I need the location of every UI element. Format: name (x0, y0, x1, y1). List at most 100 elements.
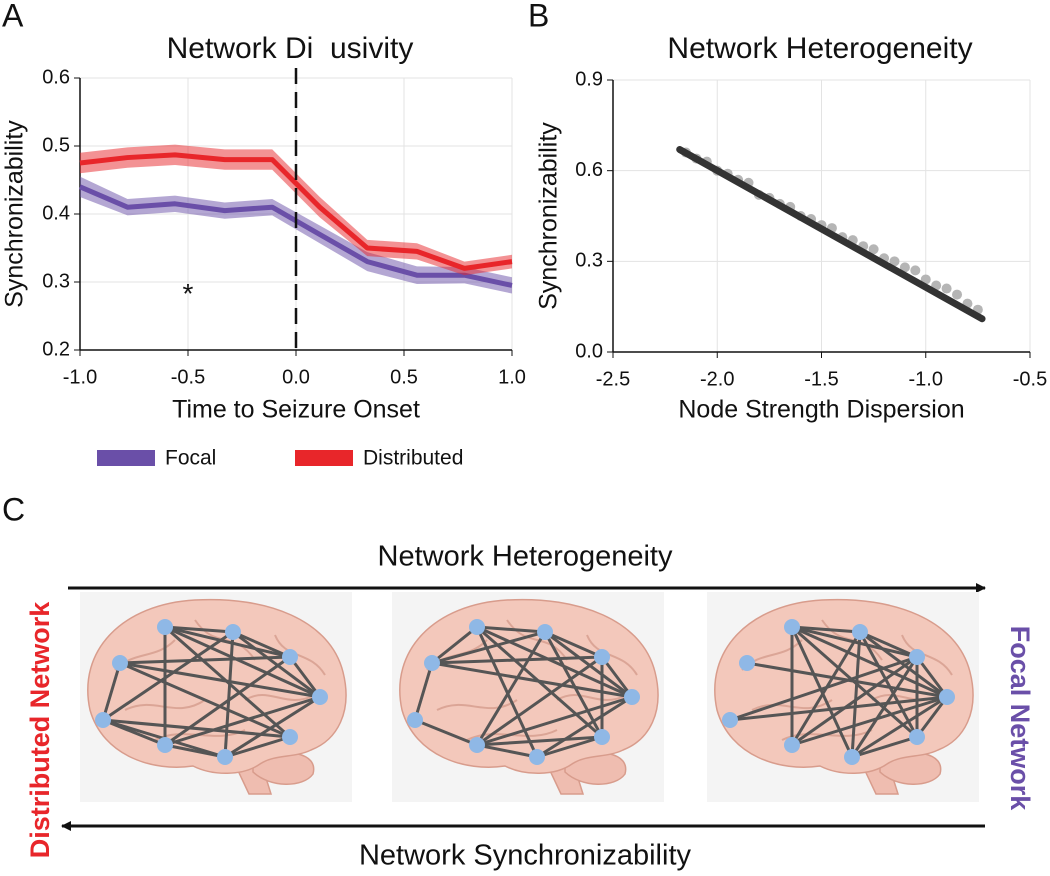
network-node (157, 619, 173, 635)
network-edge (790, 626, 854, 758)
network-edge (101, 662, 122, 721)
legend-swatch (97, 450, 155, 466)
x-tick-label: -0.5 (1013, 368, 1047, 390)
network-edge (850, 656, 919, 758)
x-tick-label: -2.0 (700, 368, 734, 390)
x-tick-label: -1.5 (804, 368, 838, 390)
network-edge (119, 661, 291, 739)
network-edge (475, 631, 547, 746)
gyrus (556, 694, 628, 701)
network-node (529, 749, 545, 765)
gyrus (901, 634, 953, 676)
y-tick-label: 0.5 (42, 134, 70, 156)
network-edge (431, 655, 603, 665)
scatter-point (952, 289, 963, 300)
panel-label: A (2, 0, 24, 33)
network-node (852, 624, 868, 640)
y-tick-label: 0.6 (575, 159, 603, 181)
network-node (282, 649, 298, 665)
network-edge (102, 718, 291, 739)
y-axis-label: Synchronizability (535, 122, 563, 310)
network-edge (791, 625, 861, 634)
panel-label: B (528, 0, 549, 33)
brain (392, 592, 664, 802)
network-edge (102, 718, 166, 747)
chart-title: Network Di usivity (167, 32, 414, 65)
network-node (844, 749, 860, 765)
brains (80, 592, 979, 802)
network-node (157, 737, 173, 753)
x-tick-label: 1.0 (498, 366, 526, 388)
network-node (469, 619, 485, 635)
arrow-label: Network Heterogeneity (378, 541, 673, 573)
network-edge (232, 630, 321, 699)
network-edge (414, 718, 478, 747)
scatter-point (899, 262, 910, 273)
series-line (79, 152, 513, 271)
network-edge (791, 695, 948, 747)
network-edge (791, 625, 948, 699)
x-tick-label: 0.0 (282, 366, 310, 388)
network-node (784, 737, 800, 753)
network-node (909, 729, 925, 745)
network-edge (224, 735, 291, 759)
network-edge (536, 735, 603, 759)
network-node (624, 689, 640, 705)
network-edge (476, 695, 633, 747)
network-edge (232, 630, 291, 659)
x-tick-label: -1.0 (63, 366, 97, 388)
x-axis-label: Time to Seizure Onset (172, 396, 420, 424)
network-node (784, 619, 800, 635)
network-node (95, 712, 111, 728)
y-tick-label: 0.6 (42, 66, 70, 88)
network-edge (288, 656, 322, 698)
legend-swatch (295, 450, 353, 466)
network-edge (224, 695, 321, 759)
network-edge (119, 655, 291, 665)
network-edge (164, 625, 321, 699)
network-node (312, 689, 328, 705)
network-edge (859, 630, 948, 699)
network-node (939, 689, 955, 705)
scatter-point (889, 256, 900, 267)
gyrus (506, 619, 568, 661)
y-tick-label: 0.0 (575, 340, 603, 362)
network-edge (431, 661, 633, 699)
network-node (739, 655, 755, 671)
network-node (594, 729, 610, 745)
network-edge (600, 656, 634, 698)
gyrus (586, 634, 638, 676)
network-edge (476, 743, 538, 759)
scatter-point (941, 283, 952, 294)
network-edge (476, 625, 546, 634)
y-tick-label: 0.9 (575, 68, 603, 90)
legend-label: Focal (165, 447, 216, 470)
network-edge (543, 631, 604, 738)
error-band (80, 144, 512, 276)
network-edge (119, 661, 321, 699)
network-edge (915, 656, 949, 698)
network-edge (729, 655, 918, 722)
x-tick-label: 0.5 (390, 366, 418, 388)
x-tick-label: -2.5 (596, 368, 630, 390)
annotation: * (183, 278, 194, 309)
network-node (407, 712, 423, 728)
y-axis-label: Synchronizability (1, 120, 29, 308)
network-edge (431, 630, 546, 665)
trend-line (676, 146, 986, 323)
network-node (722, 712, 738, 728)
network-edge (476, 655, 603, 747)
network-node (909, 649, 925, 665)
network-node (537, 624, 553, 640)
network-edge (164, 695, 321, 747)
gyrus (244, 694, 316, 701)
y-tick-label: 0.4 (42, 202, 70, 224)
x-tick-label: -1.0 (909, 368, 943, 390)
network-edge (431, 625, 478, 665)
x-axis-label: Node Strength Dispersion (678, 396, 964, 424)
network-edge (164, 625, 234, 634)
network-edge (858, 631, 919, 738)
legend-label: Distributed (363, 447, 463, 470)
network-node (424, 655, 440, 671)
gyrus (274, 634, 326, 676)
